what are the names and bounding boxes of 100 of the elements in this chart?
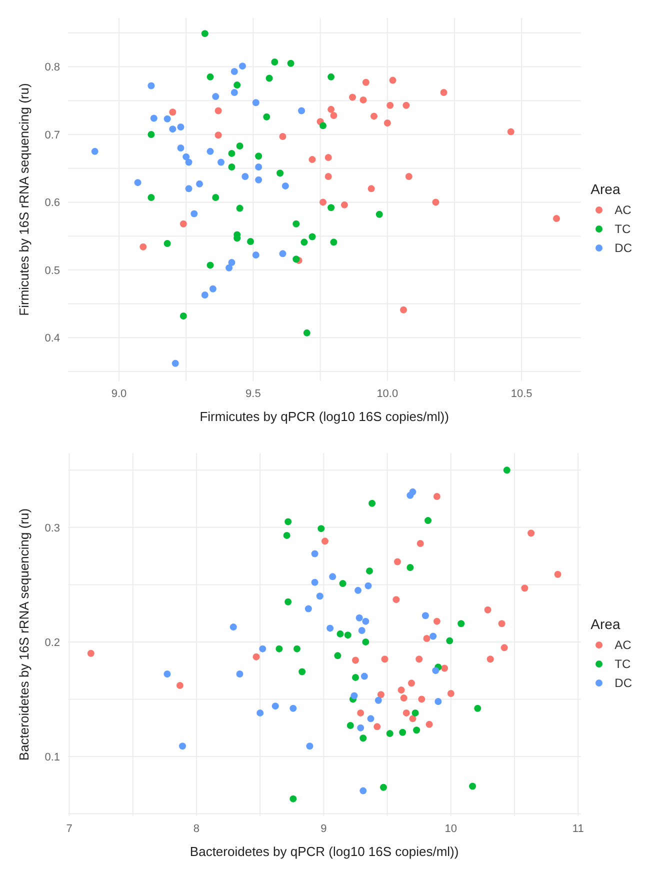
point xyxy=(212,93,220,100)
point xyxy=(206,148,214,155)
legend-label: TC xyxy=(614,657,631,671)
y-tick-label: 0.2 xyxy=(44,636,60,649)
point xyxy=(330,238,338,246)
point xyxy=(386,730,394,738)
point xyxy=(284,518,292,526)
point xyxy=(352,656,359,664)
point xyxy=(293,645,300,652)
legend-label: AC xyxy=(614,203,632,217)
legend-label: DC xyxy=(614,241,632,255)
point xyxy=(201,291,208,298)
point xyxy=(164,240,171,248)
point xyxy=(409,488,416,496)
point xyxy=(255,163,262,170)
point xyxy=(368,185,375,192)
point xyxy=(247,238,254,245)
point xyxy=(169,108,176,116)
point xyxy=(362,638,370,646)
point xyxy=(430,632,437,640)
point xyxy=(164,670,171,678)
point xyxy=(357,724,364,732)
point xyxy=(400,694,408,702)
point xyxy=(374,696,382,704)
point xyxy=(206,262,214,269)
point xyxy=(426,720,433,728)
point xyxy=(360,787,367,794)
point xyxy=(350,692,358,700)
point xyxy=(409,715,416,722)
point xyxy=(358,626,366,634)
point xyxy=(422,612,429,620)
point xyxy=(380,784,387,791)
point xyxy=(228,150,236,157)
point xyxy=(304,605,312,612)
point xyxy=(150,114,158,122)
y-axis-title: Bacteroidetes by 16S rRNA sequencing (ru) xyxy=(16,508,32,761)
point xyxy=(292,220,300,228)
point xyxy=(406,564,414,572)
point xyxy=(370,112,378,120)
point xyxy=(318,525,325,532)
x-tick-label: 9 xyxy=(320,822,327,835)
point xyxy=(389,76,396,84)
point xyxy=(300,238,308,246)
point xyxy=(164,115,171,122)
point xyxy=(412,709,419,716)
point xyxy=(319,198,326,206)
point xyxy=(279,250,286,258)
point xyxy=(399,728,406,736)
point xyxy=(169,126,176,133)
point xyxy=(424,517,432,524)
point xyxy=(367,715,374,722)
point xyxy=(432,667,440,674)
point xyxy=(469,782,476,790)
point xyxy=(319,122,326,130)
point xyxy=(308,156,316,164)
point xyxy=(259,645,266,652)
point xyxy=(214,132,222,139)
point xyxy=(308,233,316,240)
point xyxy=(349,94,356,101)
point xyxy=(402,709,410,716)
point xyxy=(503,466,510,474)
legend-label: TC xyxy=(614,222,631,236)
point xyxy=(134,179,142,186)
point xyxy=(357,709,364,716)
point xyxy=(432,198,440,206)
point xyxy=(330,112,338,120)
x-tick-label: 9.0 xyxy=(111,388,127,400)
point xyxy=(256,709,264,716)
point xyxy=(398,686,405,694)
point xyxy=(328,106,335,113)
point xyxy=(326,624,334,632)
point xyxy=(368,500,376,507)
point xyxy=(356,614,363,622)
point xyxy=(362,78,370,86)
legend-label: DC xyxy=(614,676,632,690)
point xyxy=(178,742,186,750)
point xyxy=(440,88,448,96)
point xyxy=(298,668,306,676)
point xyxy=(238,62,246,70)
point xyxy=(500,644,508,652)
point xyxy=(276,170,284,177)
point xyxy=(352,674,359,681)
y-axis-title: Firmicutes by 16S rRNA sequencing (ru) xyxy=(16,83,32,316)
x-tick-label: 9.5 xyxy=(246,388,261,400)
point xyxy=(87,650,94,657)
y-tick-label: 0.6 xyxy=(44,197,60,210)
point xyxy=(441,664,448,672)
point xyxy=(377,691,384,698)
y-tick-label: 0.8 xyxy=(44,62,60,74)
point xyxy=(311,550,318,558)
point xyxy=(433,618,440,625)
point xyxy=(148,130,155,138)
point xyxy=(553,214,560,222)
point xyxy=(311,578,318,586)
point xyxy=(276,645,283,652)
point xyxy=(400,306,408,314)
point xyxy=(360,96,367,104)
point xyxy=(381,656,388,663)
point xyxy=(230,88,238,96)
point xyxy=(416,656,423,663)
